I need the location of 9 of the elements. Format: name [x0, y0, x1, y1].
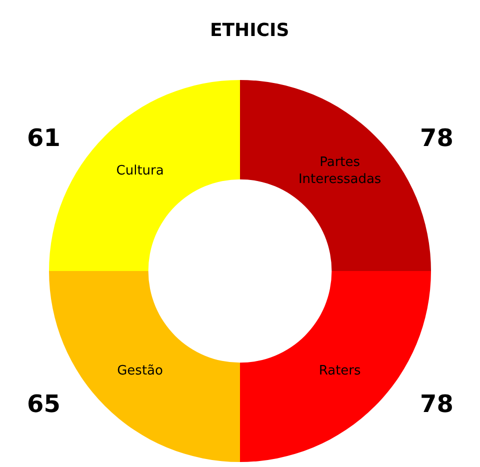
slice-label: Gestão: [117, 363, 164, 378]
slice-label: Partes Interessadas: [298, 155, 382, 188]
slice-label: Cultura: [116, 164, 164, 179]
text: 61: [27, 124, 60, 152]
text: 65: [27, 390, 60, 418]
text: 78: [420, 390, 454, 418]
chart-title: ETHICIS: [210, 20, 290, 41]
text: 78: [420, 124, 454, 152]
slice-label: Raters: [318, 363, 362, 378]
